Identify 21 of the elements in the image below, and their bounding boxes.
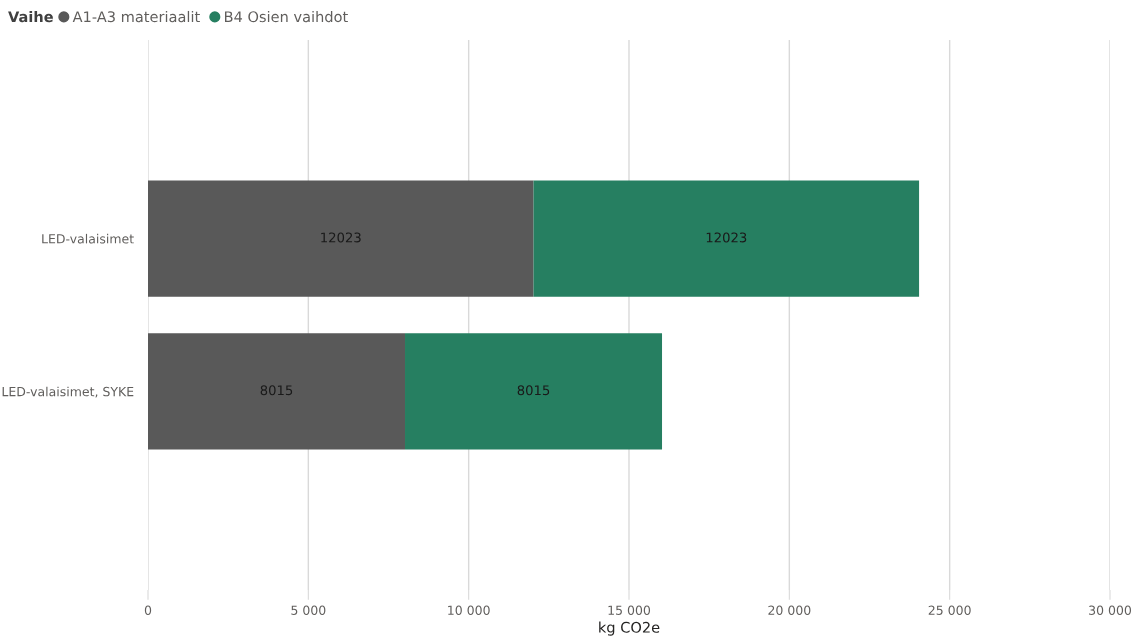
- legend-title: Vaihe: [8, 10, 53, 23]
- legend-label: A1-A3 materiaalit: [72, 10, 200, 23]
- data-label: 8015: [260, 385, 293, 396]
- bar: [533, 180, 920, 297]
- data-label: 8015: [517, 385, 550, 396]
- x-tick-label: 10 000: [448, 605, 490, 615]
- x-axis-title: kg CO2e: [599, 621, 660, 636]
- y-tick-label: LED-valaisimet, SYKE: [2, 386, 134, 398]
- x-tick-label: 15 000: [608, 605, 651, 615]
- x-tick-label: 0: [144, 605, 152, 615]
- data-label: 12023: [321, 232, 361, 243]
- x-tick-label: 5 000: [291, 605, 326, 615]
- legend-label: B4 Osien vaihdot: [225, 10, 348, 23]
- x-tick-label: 30 000: [1089, 605, 1132, 615]
- bar: [405, 333, 663, 450]
- x-tick-label: 25 000: [928, 605, 971, 615]
- x-tick-label: 20 000: [768, 605, 811, 615]
- bar: [148, 180, 534, 297]
- y-tick-label: LED-valaisimet: [42, 233, 134, 244]
- data-label: 12023: [706, 232, 747, 243]
- bar: [148, 333, 406, 450]
